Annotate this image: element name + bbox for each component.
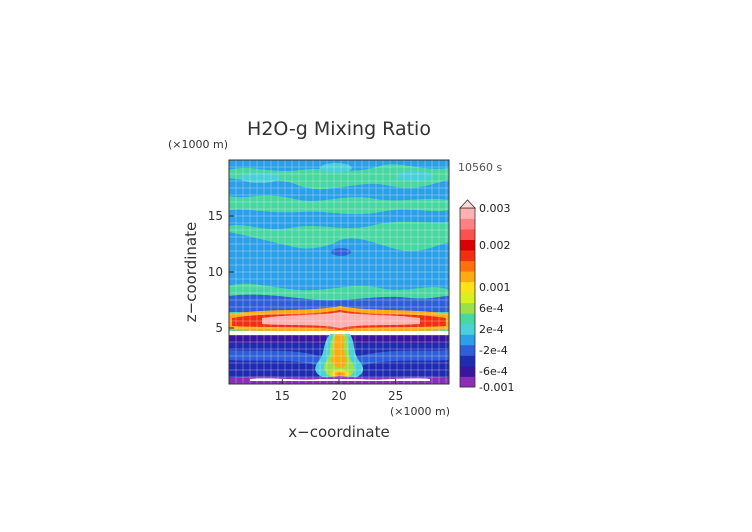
heatmap-field [229,160,449,384]
colorbar-swatch [460,376,475,388]
x-tick-label: 25 [388,389,403,403]
colorbar-swatch [460,271,475,283]
plume-core [331,334,347,368]
y-unit-label: (×1000 m) [168,138,228,151]
near-moist-band [229,294,449,312]
colorbar-swatch [460,334,475,346]
x-unit-label: (×1000 m) [390,405,450,418]
colorbar-swatch [460,355,475,367]
small-cell-3 [240,173,280,183]
colorbar-swatch [460,260,475,272]
surface-white [250,378,430,381]
colorbar-label: -0.001 [479,381,514,394]
x-tick-label: 15 [275,389,290,403]
colorbar-swatch [460,292,475,304]
y-tick-label: 5 [215,321,223,335]
colorbar: -0.001 -6e-4 -2e-4 2e-4 6e-4 0.001 0.002 0.003 [459,199,514,394]
time-label: 10560 s [458,161,502,174]
grid-overlay [229,160,449,384]
mid-band [229,232,449,291]
colorbar-label: 6e-4 [479,302,504,315]
small-cell-2 [320,163,352,173]
colorbar-label: 0.001 [479,281,511,294]
colorbar-swatch [460,250,475,262]
colorbar-swatch [460,281,475,293]
colorbar-swatch [460,208,475,219]
y-tick-label: 10 [208,265,223,279]
colorbar-swatch [460,239,475,251]
colorbar-label: -2e-4 [479,344,508,357]
chart-title: H2O-g Mixing Ratio [247,118,431,140]
colorbar-swatch [460,313,475,325]
x-axis-label: x−coordinate [288,423,389,441]
colorbar-label: 0.002 [479,239,511,252]
upper-band-2 [229,209,449,229]
small-cell-1 [331,248,351,256]
colorbar-swatch [460,344,475,356]
moist-layer-core [262,312,420,328]
colorbar-swatch [460,218,475,230]
x-tick-label: 20 [331,389,346,403]
upper-band-1 [229,178,449,201]
y-axis-label: z−coordinate [182,222,200,322]
colorbar-extend-arrow [459,199,476,209]
colorbar-label: 2e-4 [479,323,504,336]
x-axis: 15 20 25 [275,379,403,403]
y-tick-label: 15 [208,209,223,223]
colorbar-swatch [460,302,475,314]
colorbar-swatch [460,229,475,240]
y-axis: 5 10 15 [208,209,234,335]
colorbar-label: -6e-4 [479,365,508,378]
colorbar-label: 0.003 [479,202,511,215]
colorbar-swatch [460,365,475,377]
colorbar-swatch [460,323,475,335]
gap-stripe [229,331,449,335]
small-cell-4 [397,171,433,181]
